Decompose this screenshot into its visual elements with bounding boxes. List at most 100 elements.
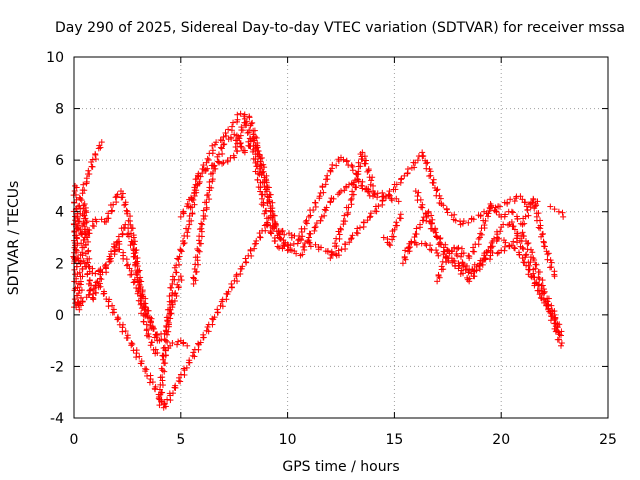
series-track-f [190,131,387,287]
data-point [355,159,362,166]
data-point [319,183,326,190]
data-point [80,181,87,188]
data-point [80,257,87,264]
data-point [535,224,542,231]
data-point [444,209,451,216]
data-point [124,261,131,268]
data-point [524,240,531,247]
data-point [261,222,268,229]
data-point [74,242,81,249]
data-point [367,210,374,217]
data-point [311,224,318,231]
data-point [142,310,149,317]
data-point [335,191,342,198]
data-point [481,208,488,215]
data-point [527,259,534,266]
data-point [141,306,148,313]
data-point [186,218,193,225]
x-tick-label: 15 [385,432,403,448]
data-point [245,129,252,136]
data-point [529,249,536,256]
data-point [153,334,160,341]
data-point [436,239,443,246]
data-point [204,165,211,172]
data-point [357,224,364,231]
y-tick-label: -2 [50,359,64,375]
data-point [442,241,449,248]
data-point [310,207,317,214]
data-point [82,242,89,249]
data-point [239,263,246,270]
data-point [279,245,286,252]
data-point [209,162,216,169]
data-point [524,206,531,213]
data-point [243,118,250,125]
data-point [131,241,138,248]
data-point [366,214,373,221]
data-point [434,249,441,256]
data-point [548,302,555,309]
data-point [103,219,110,226]
data-point [73,205,80,212]
data-point [136,353,143,360]
data-point [284,242,291,249]
data-point [468,270,475,277]
data-point [485,247,492,254]
data-point [523,262,530,269]
data-point [373,208,380,215]
data-point [327,198,334,205]
data-point [184,229,191,236]
data-point [349,167,356,174]
data-point [187,194,194,201]
data-point [347,197,354,204]
data-point [379,198,386,205]
data-point [164,331,171,338]
data-point [141,300,148,307]
data-point [169,339,176,346]
data-point [460,250,467,257]
data-point [73,184,80,191]
data-point [171,264,178,271]
data-point [195,247,202,254]
data-point [298,236,305,243]
data-point [170,390,177,397]
data-point [512,245,519,252]
data-point [267,208,274,215]
data-point [415,189,422,196]
data-point [133,271,140,278]
data-point [375,203,382,210]
data-point [531,205,538,212]
data-point [79,187,86,194]
data-point [189,210,196,217]
data-point [81,221,88,228]
data-point [262,227,269,234]
data-point [471,268,478,275]
data-point [335,247,342,254]
data-point [235,133,242,140]
data-point [133,354,140,361]
data-point [209,147,216,154]
data-point [176,261,183,268]
data-point [203,204,210,211]
data-point [224,158,231,165]
grid-layer [74,57,608,418]
data-point [98,139,105,146]
data-point [200,331,207,338]
data-point [190,349,197,356]
data-point [302,219,309,226]
data-point [504,199,511,206]
data-point [132,247,139,254]
data-point [261,210,268,217]
data-point [346,239,353,246]
data-point [482,217,489,224]
data-point [260,168,267,175]
data-point [522,254,529,261]
data-point [327,255,334,262]
data-point [301,225,308,232]
data-point [520,232,527,239]
data-point [97,266,104,273]
data-point [102,261,109,268]
data-point [144,307,151,314]
data-point [160,345,167,352]
data-point [122,201,129,208]
